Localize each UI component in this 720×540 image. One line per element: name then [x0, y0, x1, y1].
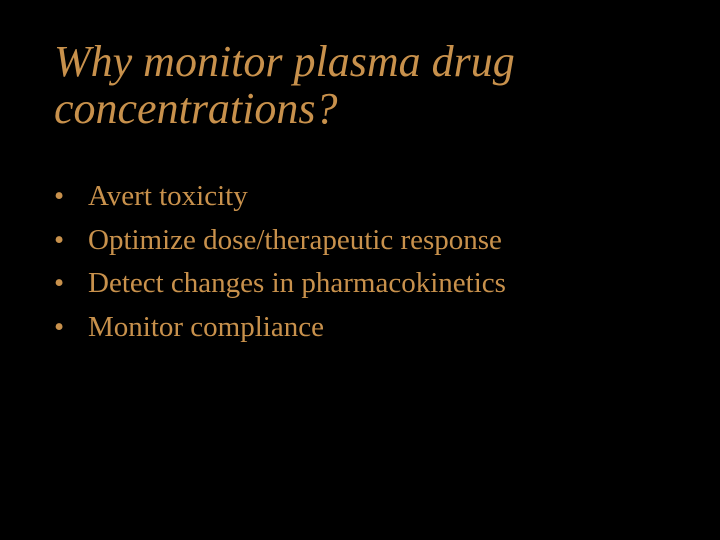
list-item: • Optimize dose/therapeutic response	[54, 222, 666, 260]
slide: Why monitor plasma drug concentrations? …	[0, 0, 720, 540]
list-item: • Avert toxicity	[54, 178, 666, 216]
bullet-text: Detect changes in pharmacokinetics	[88, 265, 666, 303]
list-item: • Detect changes in pharmacokinetics	[54, 265, 666, 303]
bullet-icon: •	[54, 265, 88, 303]
bullet-icon: •	[54, 309, 88, 347]
bullet-text: Avert toxicity	[88, 178, 666, 216]
bullet-icon: •	[54, 178, 88, 216]
slide-body: • Avert toxicity • Optimize dose/therape…	[54, 178, 666, 353]
slide-title: Why monitor plasma drug concentrations?	[54, 39, 666, 131]
bullet-text: Optimize dose/therapeutic response	[88, 222, 666, 260]
list-item: • Monitor compliance	[54, 309, 666, 347]
bullet-icon: •	[54, 222, 88, 260]
bullet-list: • Avert toxicity • Optimize dose/therape…	[54, 178, 666, 347]
bullet-text: Monitor compliance	[88, 309, 666, 347]
